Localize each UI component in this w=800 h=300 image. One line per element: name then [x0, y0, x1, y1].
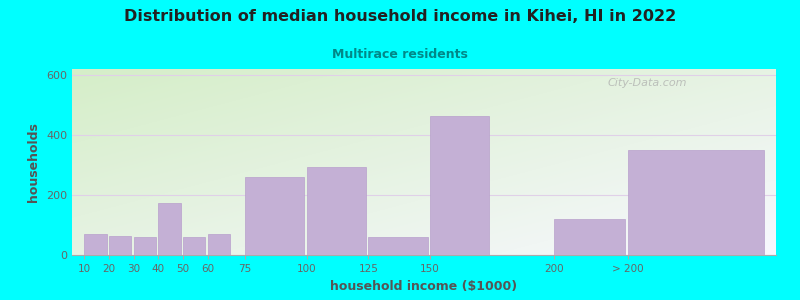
- Bar: [84, 234, 106, 255]
- Bar: [554, 219, 626, 255]
- Bar: [628, 150, 764, 255]
- Text: City-Data.com: City-Data.com: [607, 78, 686, 88]
- Y-axis label: households: households: [27, 122, 41, 202]
- Bar: [158, 202, 181, 255]
- Bar: [245, 177, 304, 255]
- X-axis label: household income ($1000): household income ($1000): [330, 280, 518, 292]
- Bar: [208, 234, 230, 255]
- Bar: [134, 237, 156, 255]
- Bar: [430, 116, 490, 255]
- Text: Multirace residents: Multirace residents: [332, 48, 468, 61]
- Bar: [183, 237, 206, 255]
- Text: Distribution of median household income in Kihei, HI in 2022: Distribution of median household income …: [124, 9, 676, 24]
- Bar: [369, 237, 428, 255]
- Bar: [109, 236, 131, 255]
- Bar: [306, 167, 366, 255]
